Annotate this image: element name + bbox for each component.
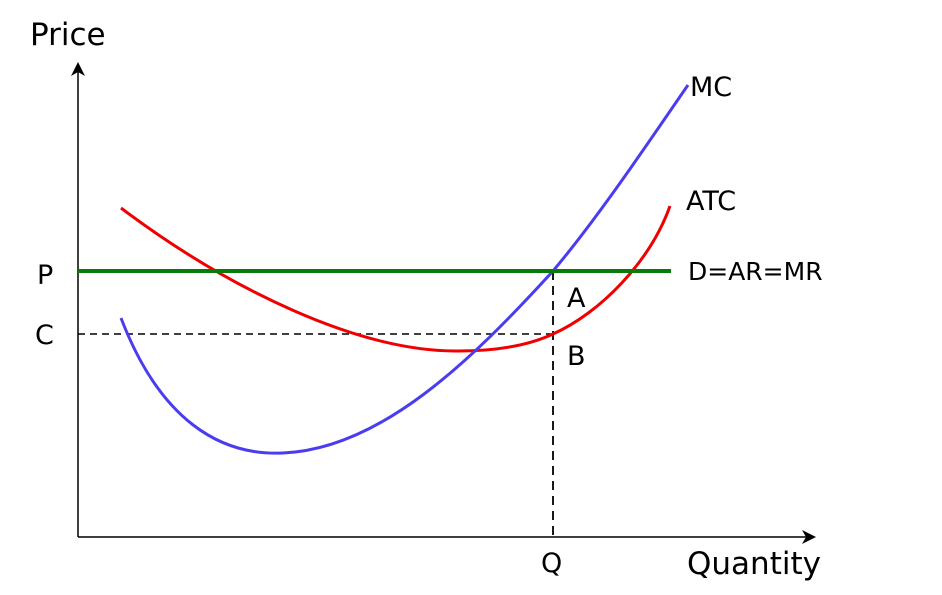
atc-curve [120, 205, 672, 353]
x-axis-label: Quantity [687, 546, 821, 582]
demand-label: D=AR=MR [688, 257, 823, 286]
q-label: Q [541, 548, 562, 579]
a-label: A [567, 283, 586, 314]
b-label: B [567, 341, 586, 372]
p-label: P [37, 260, 53, 291]
mc-curve [119, 84, 690, 455]
mc-label: MC [690, 72, 732, 103]
y-axis-label: Price [30, 17, 106, 53]
c-label: C [35, 320, 54, 351]
atc-label: ATC [686, 186, 736, 217]
